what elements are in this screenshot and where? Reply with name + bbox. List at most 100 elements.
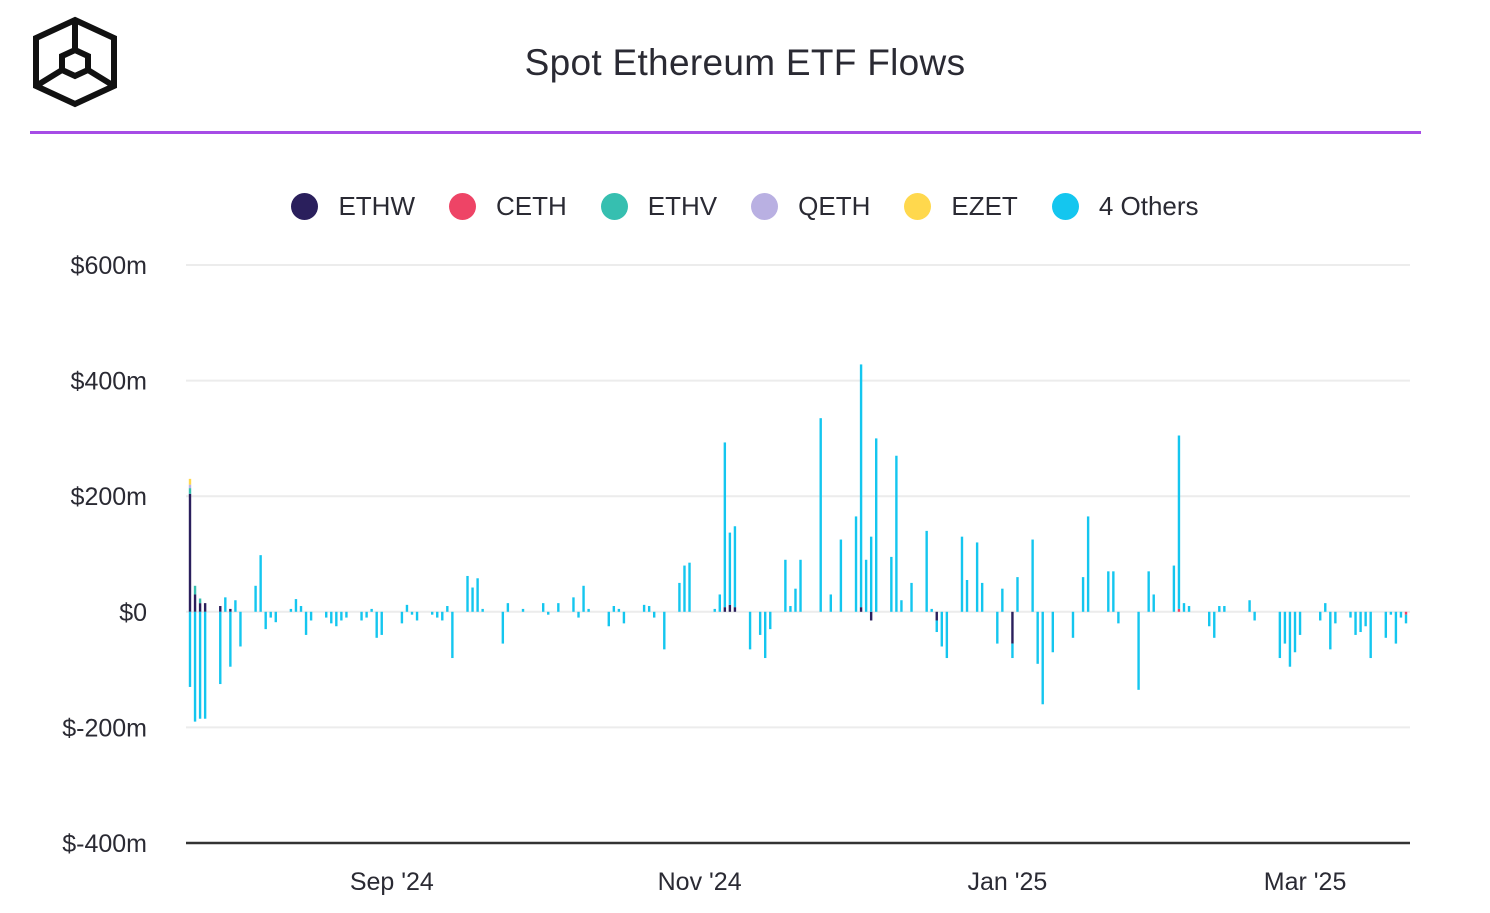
bar-4-others-2024-09-04[interactable] [405,604,409,612]
bar-4-others-2024-08-08[interactable] [269,611,272,618]
bar-4-others-2024-09-19[interactable] [481,608,484,612]
bar-4-others-2024-10-08[interactable] [577,611,580,618]
bar-4-others-2024-12-10[interactable] [895,455,898,612]
bar-4-others-2025-01-27[interactable] [1137,611,1140,690]
bar-4-others-2024-12-17[interactable] [930,608,933,612]
bar-4-others-2024-11-18[interactable] [784,559,787,612]
bar-4-others-2025-01-14[interactable] [1071,611,1075,638]
bar-4-others-2024-11-15[interactable] [769,611,772,630]
bar-4-others-2025-03-20[interactable] [1399,611,1403,618]
bar-ethw-2024-07-26[interactable] [203,603,207,612]
bar-4-others-2024-12-31[interactable] [1001,588,1004,612]
bar-4-others-2024-10-29[interactable] [683,565,686,612]
bar-4-others-2024-12-18[interactable] [935,620,938,633]
bar-4-others-2025-03-06[interactable] [1329,611,1332,650]
bar-ethw-2024-07-25[interactable] [198,603,202,612]
legend-item-qeth[interactable]: QETH [751,191,870,222]
bar-4-others-2024-12-09[interactable] [890,556,893,612]
bar-qeth-2024-07-23[interactable] [188,484,192,489]
bar-4-others-2024-08-07[interactable] [264,611,267,630]
bar-4-others-2025-01-30[interactable] [1152,594,1155,612]
bar-4-others-2024-08-28[interactable] [370,608,373,612]
bar-4-others-2024-08-21[interactable] [335,611,338,627]
bar-4-others-2024-10-07[interactable] [572,597,575,612]
bar-4-others-2025-01-21[interactable] [1107,571,1110,612]
bar-4-others-2024-10-10[interactable] [587,608,590,612]
bar-4-others-2024-08-29[interactable] [375,611,378,638]
bar-4-others-2024-10-02[interactable] [547,611,550,615]
bar-4-others-2024-10-15[interactable] [612,606,616,612]
bar-4-others-2024-11-20[interactable] [794,588,797,612]
bar-4-others-2024-12-23[interactable] [960,536,964,612]
bar-4-others-2025-03-19[interactable] [1394,611,1398,644]
bar-4-others-2025-01-29[interactable] [1147,571,1150,612]
bar-4-others-2024-10-22[interactable] [647,606,651,612]
bar-4-others-2025-01-03[interactable] [1016,577,1019,612]
bar-4-others-2025-03-10[interactable] [1349,611,1352,618]
bar-4-others-2024-11-13[interactable] [758,611,762,635]
bar-4-others-2025-03-12[interactable] [1359,611,1362,633]
bar-4-others-2025-02-13[interactable] [1223,606,1226,612]
bar-4-others-2024-08-13[interactable] [294,599,298,612]
bar-4-others-2024-09-10[interactable] [436,611,439,618]
bar-4-others-2024-09-27[interactable] [521,608,525,612]
bar-4-others-2024-08-20[interactable] [330,611,333,624]
bar-4-others-2024-08-22[interactable] [340,611,343,621]
bar-4-others-2024-11-05[interactable] [718,594,721,612]
bar-4-others-2024-11-19[interactable] [789,606,792,612]
bar-4-others-2025-02-27[interactable] [1293,611,1297,653]
bar-4-others-2024-12-04[interactable] [864,559,868,612]
bar-4-others-2024-09-05[interactable] [410,611,414,615]
bar-4-others-2024-10-04[interactable] [557,603,560,612]
bar-4-others-2024-12-19[interactable] [940,611,944,647]
bar-4-others-2025-02-10[interactable] [1208,611,1211,627]
bar-ceth-2025-03-21[interactable] [1404,611,1408,615]
bar-4-others-2025-01-23[interactable] [1117,611,1120,624]
bar-4-others-2024-08-19[interactable] [325,611,328,618]
bar-4-others-2025-03-18[interactable] [1389,611,1393,615]
bar-ethw-2024-07-29[interactable] [219,606,222,612]
bar-ethw-2024-07-31[interactable] [229,608,232,612]
bar-ethw-2024-11-07[interactable] [728,604,732,612]
bar-4-others-2024-10-30[interactable] [688,562,691,612]
legend-item-ethv[interactable]: ETHV [600,191,717,222]
bar-4-others-2024-09-11[interactable] [441,611,444,621]
bar-4-others-2024-09-24[interactable] [506,603,510,612]
bar-4-others-2025-01-08[interactable] [1041,611,1044,705]
bar-ethw-2024-11-06[interactable] [723,607,727,612]
bar-ethw-2024-07-23[interactable] [188,493,192,612]
bar-4-others-2024-08-23[interactable] [345,611,348,618]
bar-4-others-2025-02-12[interactable] [1218,606,1221,612]
bar-ethw-2024-12-18[interactable] [935,611,938,621]
bar-4-others-2024-10-23[interactable] [652,611,656,618]
bar-4-others-2024-10-17[interactable] [622,611,626,624]
bar-ethw-2024-11-08[interactable] [733,607,737,612]
bar-4-others-2025-02-26[interactable] [1288,611,1292,667]
bar-4-others-2025-03-21[interactable] [1404,614,1408,624]
bar-4-others-2025-02-05[interactable] [1182,603,1186,612]
bar-4-others-2024-12-03[interactable] [859,364,863,608]
bar-4-others-2025-02-03[interactable] [1172,565,1176,612]
bar-4-others-2024-12-26[interactable] [975,542,979,612]
bar-4-others-2024-08-14[interactable] [299,606,303,612]
bar-4-others-2024-11-04[interactable] [713,608,716,612]
bar-4-others-2025-03-04[interactable] [1319,611,1322,621]
bar-4-others-2025-03-17[interactable] [1384,611,1388,638]
bar-4-others-2025-03-05[interactable] [1324,603,1327,612]
bar-4-others-2024-07-24[interactable] [193,611,197,722]
bar-4-others-2024-09-23[interactable] [501,611,505,644]
bar-ethv-2024-07-23[interactable] [188,488,192,494]
bar-ethw-2024-12-05[interactable] [869,611,873,621]
bar-4-others-2025-03-07[interactable] [1334,611,1337,624]
bar-4-others-2024-11-14[interactable] [764,611,767,659]
bar-4-others-2025-02-19[interactable] [1253,611,1256,621]
bar-4-others-2025-02-25[interactable] [1283,611,1287,644]
bar-4-others-2024-09-17[interactable] [471,587,474,612]
bar-4-others-2025-02-06[interactable] [1187,606,1191,612]
bar-4-others-2024-11-08[interactable] [733,526,737,608]
bar-4-others-2024-12-06[interactable] [875,438,878,612]
bar-ethw-2025-01-02[interactable] [1011,611,1014,644]
bar-ezet-2024-07-23[interactable] [188,478,192,485]
bar-4-others-2024-12-13[interactable] [910,582,913,612]
bar-4-others-2024-08-27[interactable] [365,611,368,618]
